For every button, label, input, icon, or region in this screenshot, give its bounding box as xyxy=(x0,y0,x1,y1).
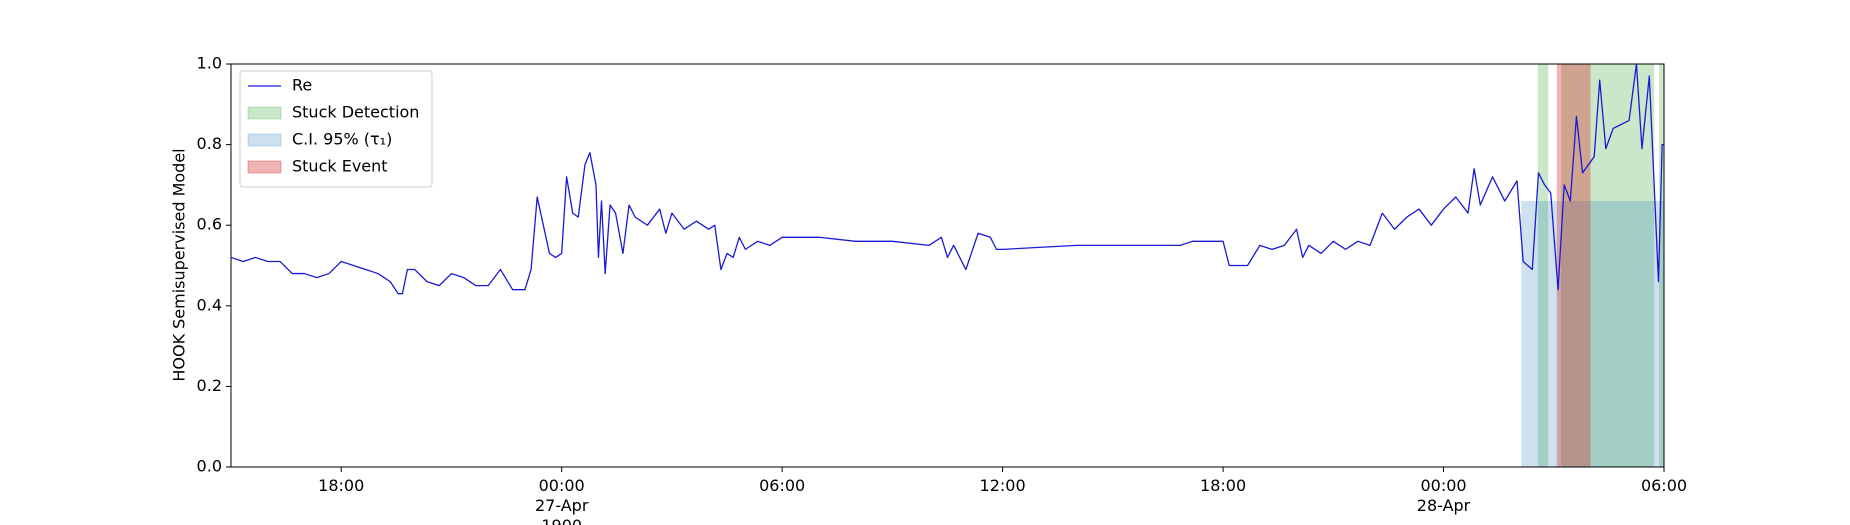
y-tick-label: 0.8 xyxy=(197,134,222,153)
y-tick-label: 1.0 xyxy=(197,54,222,73)
x-tick-label: 18:00 xyxy=(318,476,365,495)
legend-frame xyxy=(239,70,433,188)
x-tick-label: 06:00 xyxy=(1640,476,1688,495)
y-tick-label: 0.0 xyxy=(197,457,222,476)
axes-frame xyxy=(230,63,1665,468)
span xyxy=(1659,64,1664,467)
y-tick-label: 0.2 xyxy=(197,376,222,395)
y-tick-label: 0.4 xyxy=(197,295,222,314)
y-tick-label: 0.6 xyxy=(197,215,222,234)
x-tick-label: 06:00 xyxy=(759,476,806,495)
span xyxy=(1556,64,1591,467)
legend-label: Stuck Event xyxy=(292,157,388,176)
legend-patch xyxy=(247,160,282,174)
legend-patch xyxy=(247,133,282,147)
spans xyxy=(1521,64,1664,467)
span xyxy=(1561,64,1655,467)
span xyxy=(1521,201,1664,467)
legend-label: C.I. 95% (τ₁) xyxy=(292,130,392,149)
legend-label: Stuck Detection xyxy=(292,103,419,122)
legend-label: Re xyxy=(292,76,312,95)
x-tick-label: 18:00 xyxy=(1200,476,1247,495)
x-tick-label: 00:00 27-Apr 1900 xyxy=(534,476,589,525)
span xyxy=(1537,64,1549,467)
line xyxy=(230,63,1664,295)
x-tick-label: 12:00 xyxy=(979,476,1026,495)
legend-patch xyxy=(247,106,282,120)
x-tick-label: 00:00 28-Apr xyxy=(1416,476,1471,515)
legend: Re Stuck Detection C.I. 95% (τ₁) Stuck Even… xyxy=(239,70,433,188)
y-axis-label: HOOK Semisupervised Model xyxy=(170,148,189,381)
